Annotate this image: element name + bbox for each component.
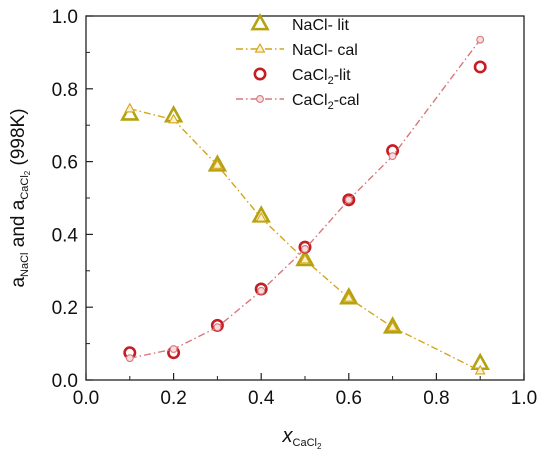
data-point — [382, 316, 403, 334]
series-0 — [120, 103, 490, 371]
y-axis-ticks: 0.0 0.2 0.4 0.6 0.8 1.0 — [52, 7, 93, 392]
y-tick-label: 0.6 — [52, 153, 78, 174]
legend: NaCl- lit NaCl- cal CaCl2-lit CaCl2-cal — [236, 12, 359, 112]
x-tick-label: 0.8 — [423, 388, 449, 409]
data-point — [473, 60, 487, 74]
data-point — [476, 35, 485, 44]
data-point — [207, 154, 228, 172]
data-point — [342, 193, 356, 207]
data-point — [255, 211, 267, 222]
y-tick-label: 0.2 — [52, 298, 78, 319]
data-point — [299, 253, 311, 264]
y-tick-label: 0.4 — [52, 225, 79, 246]
data-point — [213, 323, 222, 332]
data-point — [344, 195, 353, 204]
data-point — [474, 364, 486, 375]
data-point — [211, 159, 223, 169]
data-point — [120, 103, 140, 121]
data-point — [257, 286, 266, 295]
legend-marker — [250, 12, 270, 31]
x-tick-label: 1.0 — [511, 388, 537, 409]
data-point — [169, 345, 178, 354]
legend-item: CaCl2-cal — [236, 92, 359, 112]
legend-marker — [253, 67, 267, 81]
legend-label: NaCl- cal — [292, 42, 358, 59]
data-point — [168, 113, 180, 124]
data-point — [339, 287, 359, 305]
data-point — [387, 321, 399, 331]
y-tick-label: 1.0 — [52, 7, 78, 28]
data-point — [125, 354, 134, 363]
x-tick-label: 0.4 — [248, 388, 275, 409]
series-line — [129, 108, 481, 372]
legend-label: CaCl2-lit — [292, 67, 351, 87]
legend-label: NaCl- lit — [292, 17, 349, 34]
x-axis-ticks: 0.0 0.2 0.4 0.6 0.8 1.0 — [73, 373, 537, 409]
legend-marker — [254, 42, 266, 53]
x-axis-label: xCaCl2 — [282, 425, 322, 451]
legend-label: CaCl2-cal — [292, 92, 359, 112]
x-tick-label: 0.6 — [336, 388, 362, 409]
data-point — [301, 245, 309, 253]
y-tick-label: 0.0 — [52, 371, 78, 392]
x-tick-label: 0.0 — [73, 388, 99, 409]
series-layer — [120, 35, 490, 375]
data-point — [343, 291, 355, 302]
legend-item: NaCl- cal — [236, 42, 358, 59]
series-1 — [124, 102, 486, 375]
y-tick-label: 0.8 — [52, 80, 78, 101]
y-axis-label: aNaCl and aCaCl2 (998K) — [8, 108, 32, 287]
legend-item: CaCl2-lit — [253, 67, 351, 87]
data-point — [124, 102, 136, 113]
legend-marker — [256, 95, 264, 103]
x-tick-label: 0.2 — [160, 388, 186, 409]
series-3 — [125, 35, 485, 363]
legend-item: NaCl- lit — [250, 12, 349, 34]
data-point — [295, 248, 315, 267]
data-point — [388, 152, 397, 161]
series-line — [129, 39, 481, 359]
